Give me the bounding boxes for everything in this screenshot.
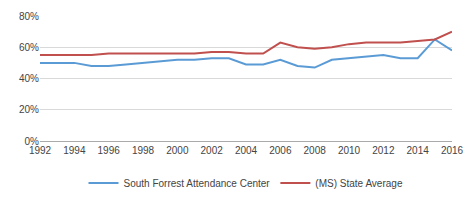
svg-text:2014: 2014 <box>407 145 430 156</box>
svg-text:2006: 2006 <box>269 145 292 156</box>
svg-text:2008: 2008 <box>304 145 327 156</box>
svg-text:20%: 20% <box>19 104 39 115</box>
svg-text:60%: 60% <box>19 42 39 53</box>
svg-text:80%: 80% <box>19 11 39 22</box>
svg-text:2004: 2004 <box>235 145 258 156</box>
svg-text:(MS) State Average: (MS) State Average <box>315 178 403 189</box>
svg-text:2012: 2012 <box>372 145 395 156</box>
svg-text:2000: 2000 <box>166 145 189 156</box>
svg-text:1996: 1996 <box>98 145 121 156</box>
svg-text:40%: 40% <box>19 73 39 84</box>
svg-text:2002: 2002 <box>201 145 224 156</box>
svg-text:South Forrest Attendance Cente: South Forrest Attendance Center <box>124 178 271 189</box>
svg-text:1994: 1994 <box>63 145 86 156</box>
svg-text:2010: 2010 <box>338 145 361 156</box>
svg-text:0%: 0% <box>25 136 40 147</box>
svg-text:1998: 1998 <box>132 145 155 156</box>
svg-text:1992: 1992 <box>29 145 52 156</box>
svg-text:2016: 2016 <box>441 145 464 156</box>
